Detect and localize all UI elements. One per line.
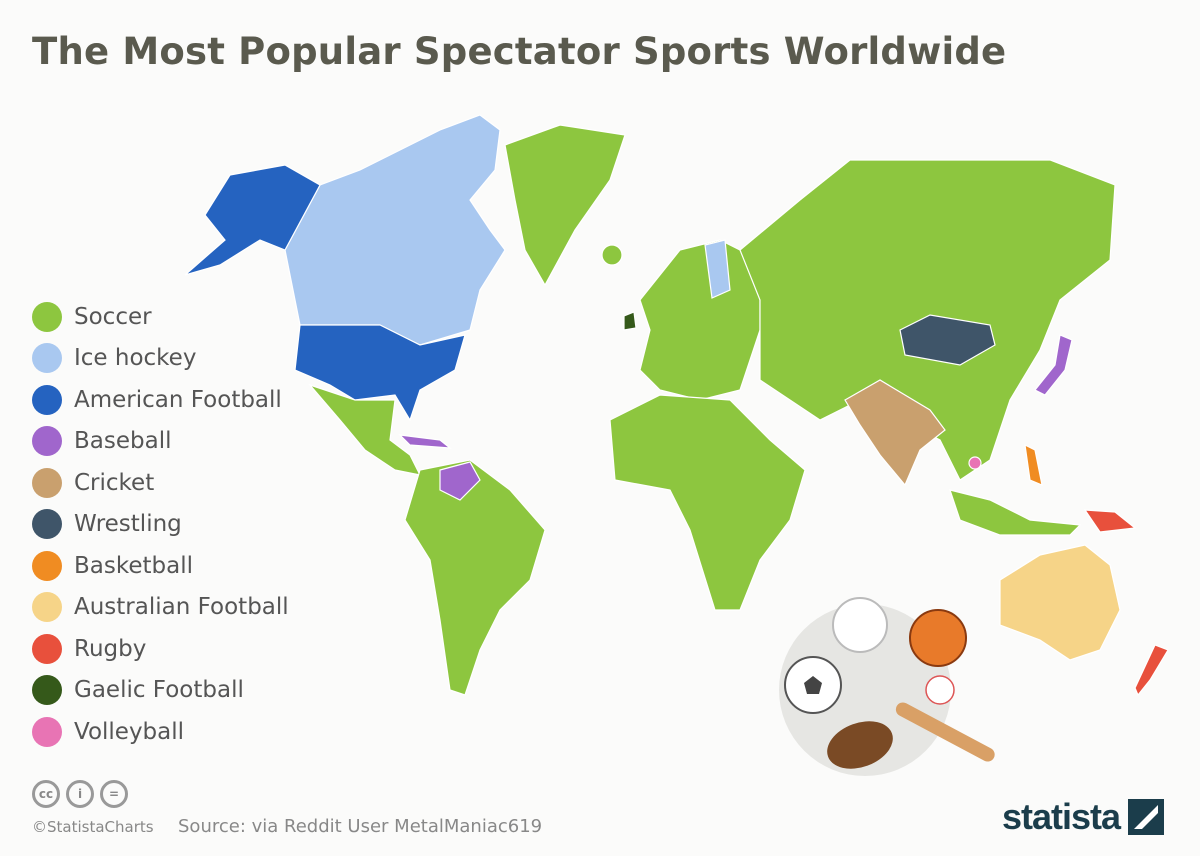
legend-swatch [32, 550, 62, 581]
region-cambodia [968, 456, 982, 470]
region-australia [999, 544, 1121, 661]
legend-swatch [32, 426, 62, 457]
legend-swatch [32, 633, 62, 664]
legend-label: Wrestling [74, 511, 182, 538]
legend-item: Volleyball [32, 711, 289, 753]
region-cuba [398, 434, 452, 449]
region-new-zealand [1134, 644, 1169, 697]
region-alaska [184, 164, 321, 276]
legend: Soccer Ice hockey American Football Basebal… [32, 296, 289, 753]
legend-item: Basketball [32, 545, 289, 587]
region-europe [639, 239, 761, 401]
legend-swatch [32, 509, 62, 540]
license-icons: cc i = [32, 780, 128, 808]
legend-label: Gaelic Football [74, 677, 244, 704]
baseball-bat-icon [895, 702, 995, 762]
legend-label: Soccer [74, 303, 152, 330]
region-mexico [308, 383, 422, 476]
volleyball-icon [832, 597, 888, 653]
region-south-america [404, 459, 546, 696]
legend-swatch [32, 675, 62, 706]
cc-icon: cc [32, 780, 60, 808]
legend-item: Rugby [32, 628, 289, 670]
attribution-icon: i [66, 780, 94, 808]
no-derivatives-icon: = [100, 780, 128, 808]
region-indonesia [949, 489, 1082, 536]
legend-item: Ice hockey [32, 338, 289, 380]
baseball-icon [925, 675, 955, 705]
region-iceland [601, 244, 623, 266]
region-finland [704, 239, 731, 299]
legend-swatch [32, 592, 62, 623]
legend-label: Cricket [74, 469, 155, 496]
statista-logo: statista [1002, 796, 1165, 838]
legend-swatch [32, 384, 62, 415]
statista-handle: ©StatistaCharts [32, 818, 154, 836]
legend-item: Gaelic Football [32, 670, 289, 712]
legend-item: Wrestling [32, 504, 289, 546]
statista-logo-icon [1128, 799, 1165, 835]
region-mongolia [899, 314, 996, 366]
region-png [1083, 509, 1137, 533]
legend-item: Baseball [32, 421, 289, 463]
legend-label: Basketball [74, 552, 193, 579]
region-philippines [1024, 443, 1043, 486]
legend-label: Ice hockey [74, 345, 197, 372]
legend-swatch [32, 301, 62, 332]
page-title: The Most Popular Spectator Sports Worldw… [32, 30, 1007, 73]
legend-item: Soccer [32, 296, 289, 338]
legend-item: Cricket [32, 462, 289, 504]
legend-label: Rugby [74, 635, 147, 662]
legend-label: Australian Football [74, 594, 289, 621]
sports-balls-illustration [779, 597, 995, 776]
legend-label: American Football [74, 386, 282, 413]
region-usa [294, 324, 466, 422]
region-venezuela [439, 461, 481, 501]
legend-item: Australian Football [32, 587, 289, 629]
region-africa [609, 394, 806, 611]
basketball-icon [909, 609, 967, 667]
region-greenland [504, 124, 626, 287]
region-japan [1034, 334, 1073, 396]
american-football-icon [827, 721, 893, 769]
region-ireland [623, 311, 637, 331]
brand-text: statista [1002, 796, 1121, 837]
region-india [844, 379, 946, 487]
source-note: Source: via Reddit User MetalManiac619 [178, 816, 543, 837]
legend-swatch [32, 716, 62, 747]
region-canada [284, 114, 506, 346]
legend-swatch [32, 467, 62, 498]
legend-swatch [32, 343, 62, 374]
legend-item: American Football [32, 379, 289, 421]
legend-label: Baseball [74, 428, 172, 455]
legend-label: Volleyball [74, 718, 185, 745]
